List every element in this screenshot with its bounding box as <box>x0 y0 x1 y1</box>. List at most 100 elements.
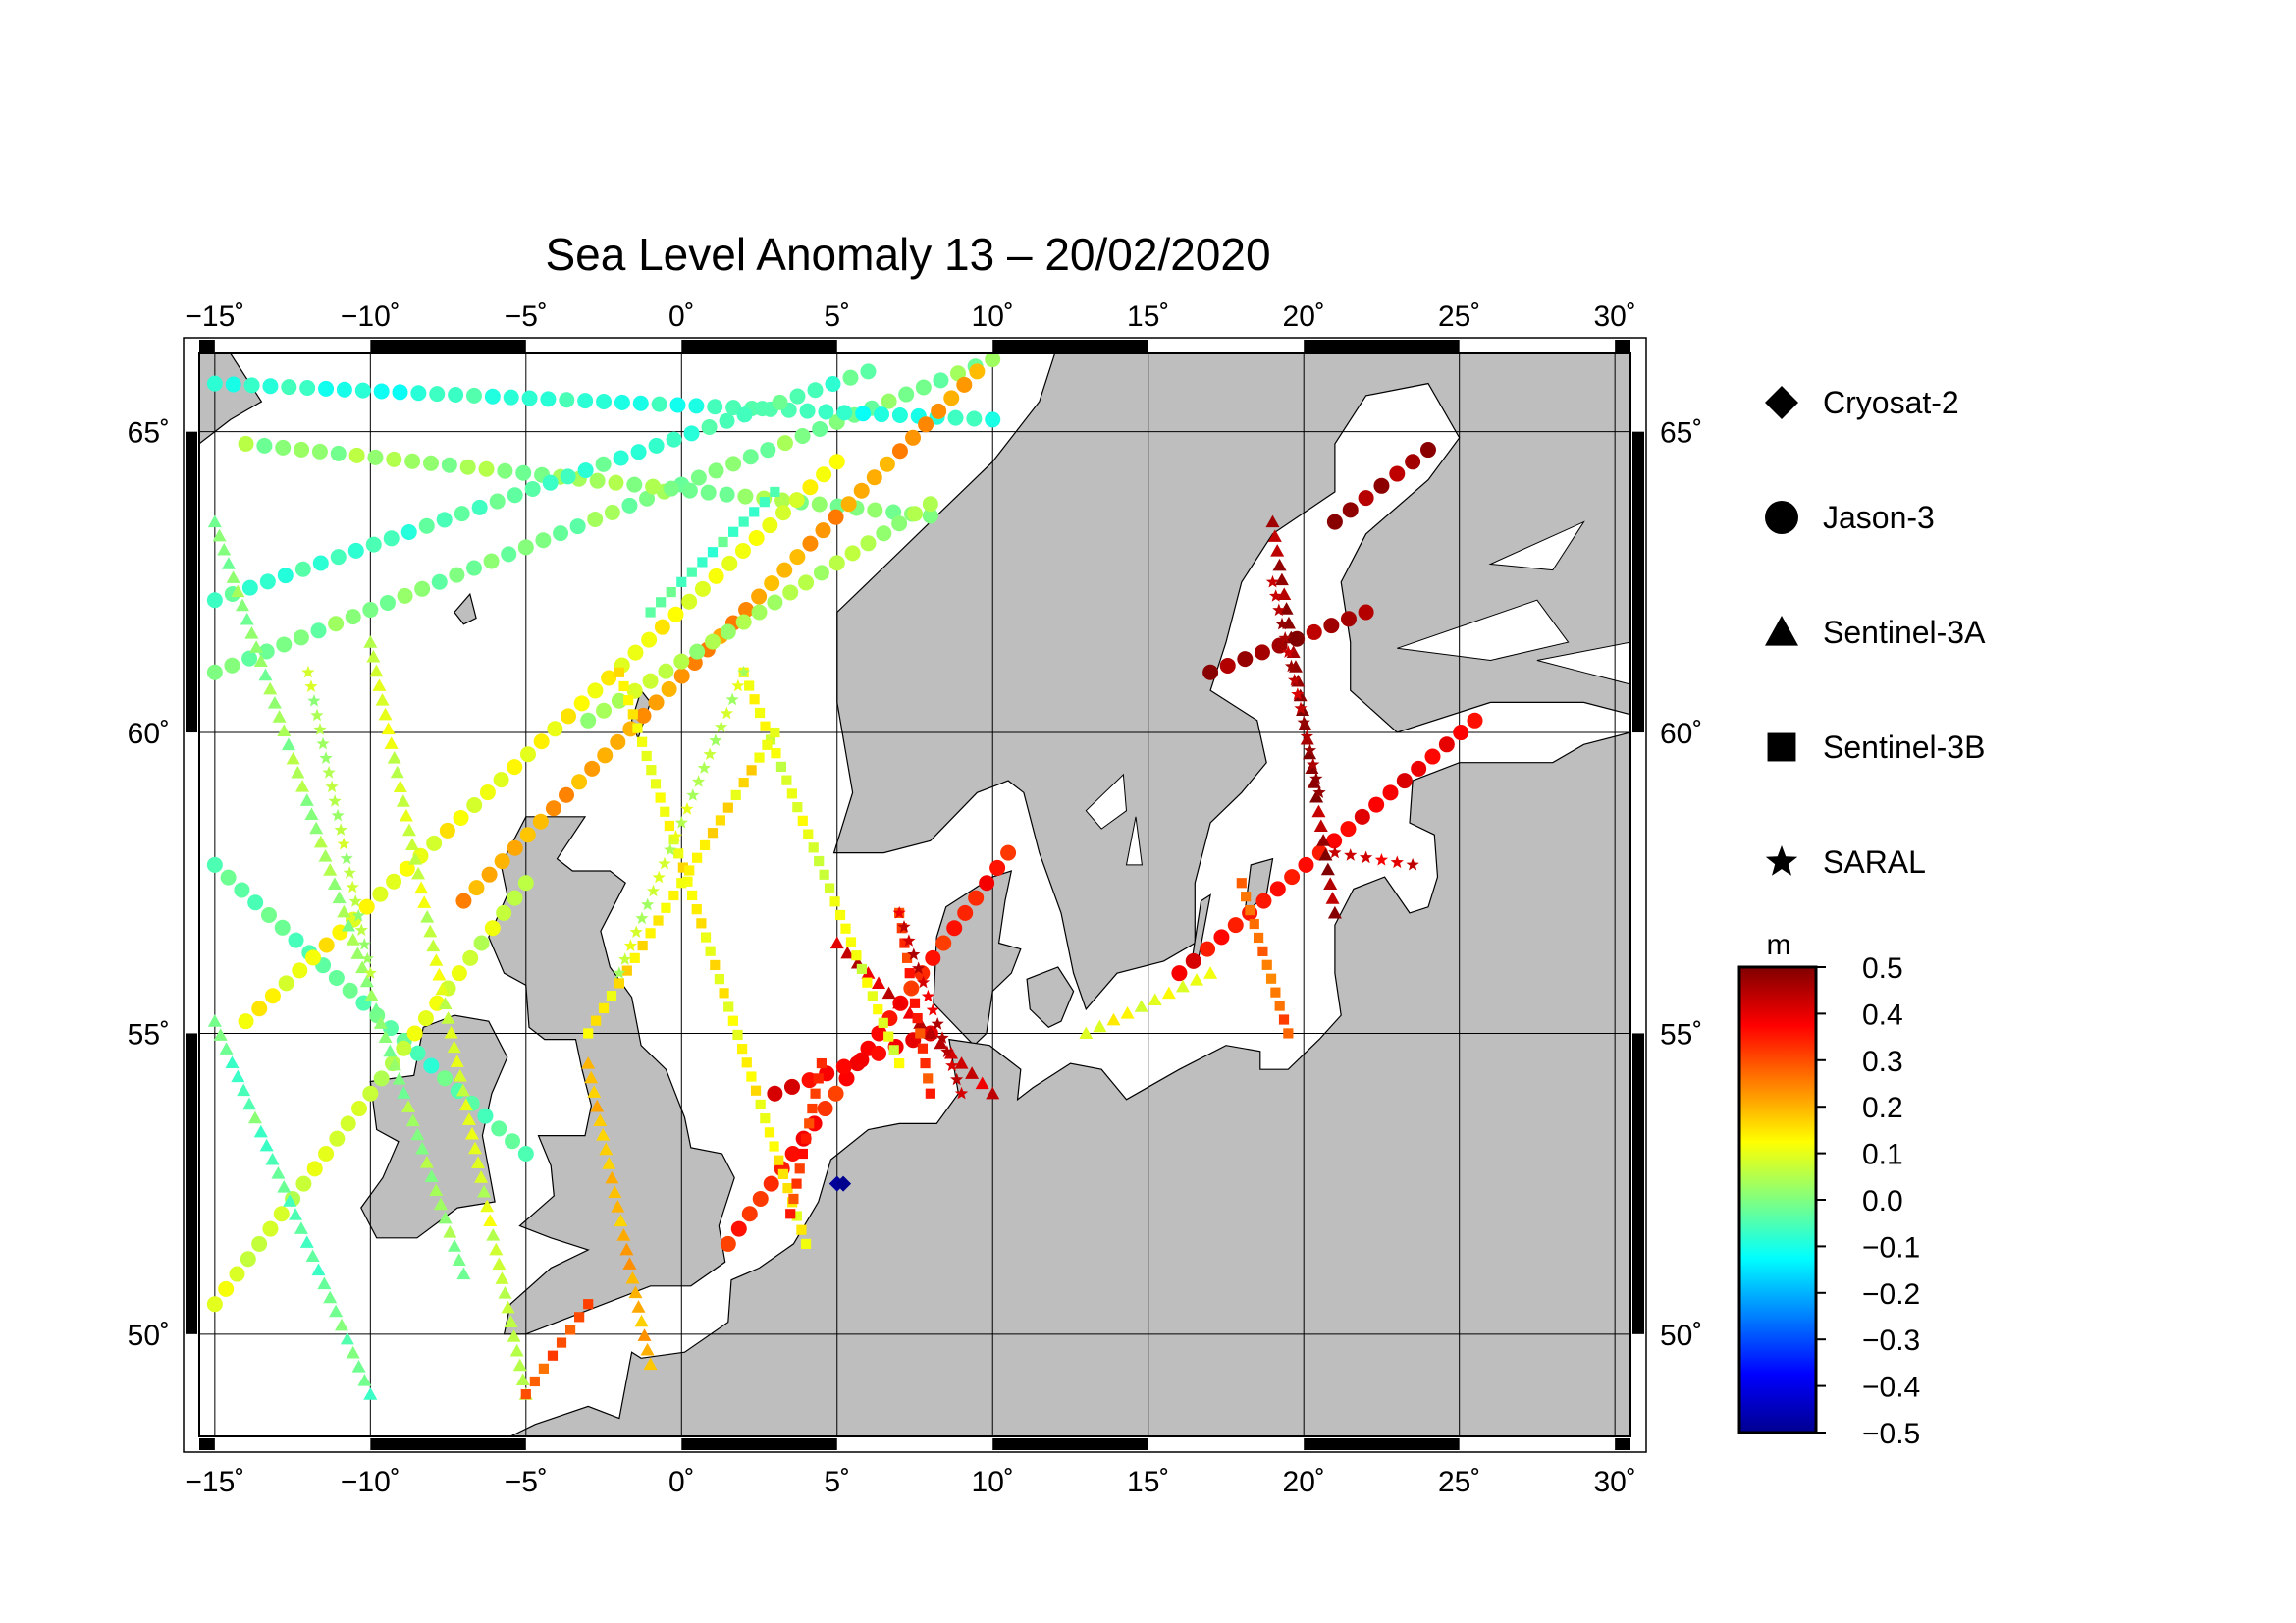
measurement-circle <box>426 835 443 851</box>
measurement-circle <box>956 376 973 393</box>
measurement-circle <box>553 525 569 542</box>
measurement-circle <box>483 553 500 569</box>
measurement-circle <box>501 546 517 563</box>
measurement-triangle <box>461 1112 476 1125</box>
measurement-star <box>1272 603 1286 617</box>
measurement-triangle <box>219 1042 234 1055</box>
lon-tick-label-bottom: −5˚ <box>505 1466 548 1498</box>
measurement-circle <box>922 496 938 513</box>
measurement-circle <box>547 721 563 737</box>
measurement-square <box>750 1085 762 1096</box>
measurement-triangle <box>1203 966 1218 979</box>
measurement-square <box>583 1299 594 1310</box>
measurement-circle <box>767 594 783 611</box>
measurement-circle <box>410 385 427 402</box>
measurement-circle <box>318 380 335 397</box>
measurement-circle <box>340 1115 356 1132</box>
measurement-triangle <box>309 821 324 835</box>
measurement-circle <box>725 400 742 416</box>
colorbar-tick-label: −0.5 <box>1862 1418 1920 1450</box>
map-frame <box>183 337 1647 1453</box>
measurement-triangle <box>299 1235 314 1248</box>
measurement-triangle <box>605 1170 619 1184</box>
measurement-circle <box>206 375 223 392</box>
measurement-circle <box>596 702 613 719</box>
measurement-triangle <box>392 1071 406 1085</box>
measurement-square <box>653 915 664 926</box>
measurement-circle <box>277 568 294 584</box>
measurement-triangle <box>231 584 245 598</box>
lat-tick-label-right: 50˚ <box>1660 1320 1702 1352</box>
measurement-circle <box>885 504 902 520</box>
measurement-circle <box>414 580 431 597</box>
measurement-square <box>923 1073 934 1084</box>
measurement-star <box>1269 589 1283 602</box>
measurement-square <box>738 778 749 788</box>
measurement-triangle <box>840 946 855 959</box>
measurement-square <box>629 952 640 963</box>
measurement-circle <box>1219 657 1236 674</box>
colorbar-tick-label: 0.5 <box>1862 952 1903 985</box>
measurement-triangle <box>923 1026 937 1040</box>
measurement-star <box>674 816 688 829</box>
measurement-triangle <box>637 1328 652 1341</box>
measurement-square <box>791 1178 802 1189</box>
measurement-circle <box>802 479 819 496</box>
measurement-triangle <box>286 751 300 765</box>
measurement-circle <box>493 772 509 788</box>
measurement-circle <box>532 813 549 830</box>
measurement-circle <box>580 712 597 729</box>
measurement-circle <box>423 455 440 471</box>
measurement-triangle <box>346 933 360 946</box>
measurement-triangle <box>237 1083 251 1097</box>
faroe-land <box>454 592 477 625</box>
measurement-star <box>731 678 745 692</box>
measurement-circle <box>720 623 736 640</box>
measurement-star <box>334 823 347 836</box>
measurement-triangle <box>424 1169 439 1182</box>
measurement-triangle <box>399 808 413 822</box>
measurement-triangle <box>212 528 227 542</box>
measurement-square <box>598 1002 610 1014</box>
measurement-circle <box>979 875 995 892</box>
measurement-triangle <box>346 1345 360 1359</box>
measurement-circle <box>1200 941 1216 957</box>
measurement-circle <box>630 444 647 460</box>
measurement-triangle <box>512 1358 527 1372</box>
measurement-circle <box>828 454 845 470</box>
measurement-circle <box>515 464 532 481</box>
measurement-circle <box>708 568 724 584</box>
measurement-circle <box>437 1070 454 1087</box>
measurement-circle <box>312 555 329 571</box>
measurement-square <box>1236 878 1247 889</box>
measurement-triangle <box>584 1070 599 1084</box>
measurement-square <box>1241 892 1252 902</box>
frame-bar-top <box>1615 340 1630 352</box>
measurement-circle <box>853 482 870 499</box>
measurement-circle <box>409 1045 426 1061</box>
measurement-circle <box>288 932 304 948</box>
measurement-star <box>363 966 377 979</box>
measurement-square <box>760 1113 771 1124</box>
measurement-circle <box>725 456 742 472</box>
measurement-circle <box>417 1010 434 1027</box>
legend-label: SARAL <box>1823 844 1926 880</box>
measurement-star <box>343 866 356 879</box>
measurement-square <box>564 1325 576 1335</box>
measurement-circle <box>400 524 417 541</box>
colorbar-tick-label: 0.4 <box>1862 999 1903 1031</box>
measurement-circle <box>423 1057 440 1074</box>
measurement-triangle <box>369 1002 384 1015</box>
measurement-triangle <box>240 612 254 625</box>
measurement-circle <box>1298 856 1314 873</box>
measurement-triangle <box>289 1208 303 1220</box>
measurement-circle <box>601 670 617 686</box>
measurement-square <box>788 1193 799 1205</box>
measurement-circle <box>238 1013 254 1030</box>
measurement-square <box>1257 946 1268 956</box>
measurement-square <box>1274 1001 1285 1011</box>
measurement-square <box>1261 959 1272 970</box>
measurement-square <box>744 680 755 691</box>
measurement-star <box>668 829 683 842</box>
legend-label: Sentinel-3B <box>1823 730 1985 765</box>
